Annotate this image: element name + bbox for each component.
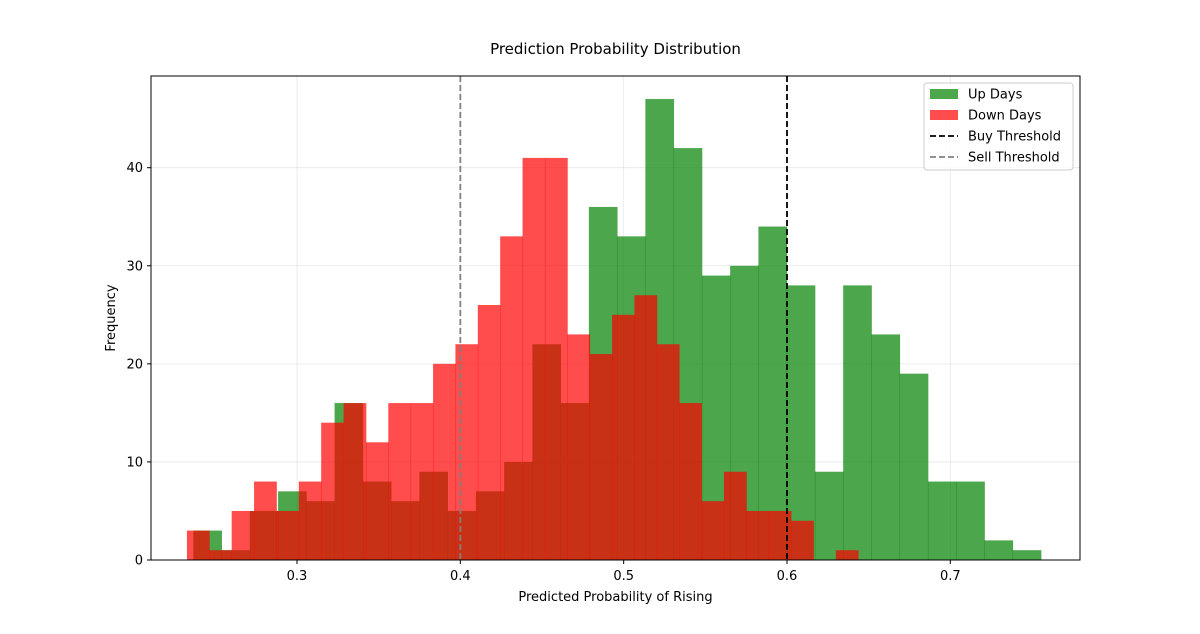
histogram-bar: [835, 550, 859, 560]
legend-item: Sell Threshold: [930, 151, 1060, 166]
histogram-bar: [589, 354, 613, 560]
legend-label: Buy Threshold: [968, 130, 1061, 145]
x-tick-label: 0.7: [940, 569, 961, 584]
histogram-bar: [956, 481, 985, 560]
histogram-bar: [254, 481, 277, 560]
histogram-bar: [567, 334, 591, 560]
bars-layer: [186, 99, 1042, 561]
histogram-bar: [433, 363, 456, 560]
plot-frame: [150, 75, 1081, 561]
legend-item: Up Days: [930, 88, 1023, 103]
histogram-bar: [927, 481, 957, 560]
histogram-bar: [1012, 550, 1042, 560]
legend-label: Up Days: [968, 88, 1023, 103]
histogram-bar: [365, 442, 389, 560]
histogram-bar: [768, 510, 792, 560]
legend-item: Buy Threshold: [930, 130, 1061, 145]
histogram-bar: [186, 530, 210, 560]
histogram-bar: [758, 226, 788, 560]
legend-label: Down Days: [968, 109, 1042, 124]
histogram-bar: [791, 520, 814, 560]
histogram-bar: [477, 305, 501, 560]
legend: Up Days Down Days Buy Threshold Sell Thresh…: [923, 82, 1074, 171]
histogram-bar: [899, 373, 929, 560]
histogram-bar: [814, 471, 844, 560]
axis-ticks: 0.3 0.4 0.5 0.6 0.7 0 10 20 30 40: [126, 161, 960, 584]
histogram-bar: [500, 236, 523, 560]
x-tick-label: 0.3: [287, 569, 308, 584]
histogram-bar: [612, 314, 635, 560]
y-tick-label: 10: [126, 455, 143, 470]
histogram-bar: [701, 501, 725, 560]
x-tick-label: 0.6: [777, 569, 798, 584]
x-axis-label: Predicted Probability of Rising: [518, 590, 712, 605]
histogram-bar: [723, 471, 747, 560]
histogram-bar: [746, 510, 770, 560]
histogram-bar: [410, 403, 434, 560]
histogram-bar: [679, 403, 702, 560]
x-tick-label: 0.4: [450, 569, 471, 584]
histogram-bar: [984, 540, 1014, 560]
legend-swatch: [930, 89, 958, 99]
y-axis-label: Frequency: [104, 284, 119, 351]
histogram-bar: [634, 295, 658, 560]
y-tick-label: 30: [126, 259, 143, 274]
legend-box: [923, 82, 1074, 171]
histogram-bar: [656, 344, 680, 560]
legend-label: Sell Threshold: [968, 151, 1060, 166]
histogram-bar: [388, 403, 412, 560]
histogram-bar: [544, 157, 568, 560]
histogram-bar: [321, 422, 344, 560]
histogram-bar: [871, 334, 901, 560]
legend-item: Down Days: [930, 109, 1042, 124]
histogram-bar: [209, 550, 233, 560]
histogram-bar: [455, 344, 479, 560]
y-tick-label: 20: [126, 357, 143, 372]
y-tick-label: 40: [126, 161, 143, 176]
histogram-bar: [522, 157, 546, 560]
histogram-bar: [231, 510, 255, 560]
histogram-bar: [276, 510, 300, 560]
x-tick-label: 0.5: [613, 569, 634, 584]
histogram-bar: [343, 403, 367, 560]
legend-swatch: [930, 110, 958, 120]
histogram-bar: [298, 481, 322, 560]
histogram-bar: [843, 285, 872, 560]
series-down-days: [186, 157, 859, 560]
chart-title: Prediction Probability Distribution: [490, 40, 741, 58]
y-tick-label: 0: [135, 554, 143, 569]
